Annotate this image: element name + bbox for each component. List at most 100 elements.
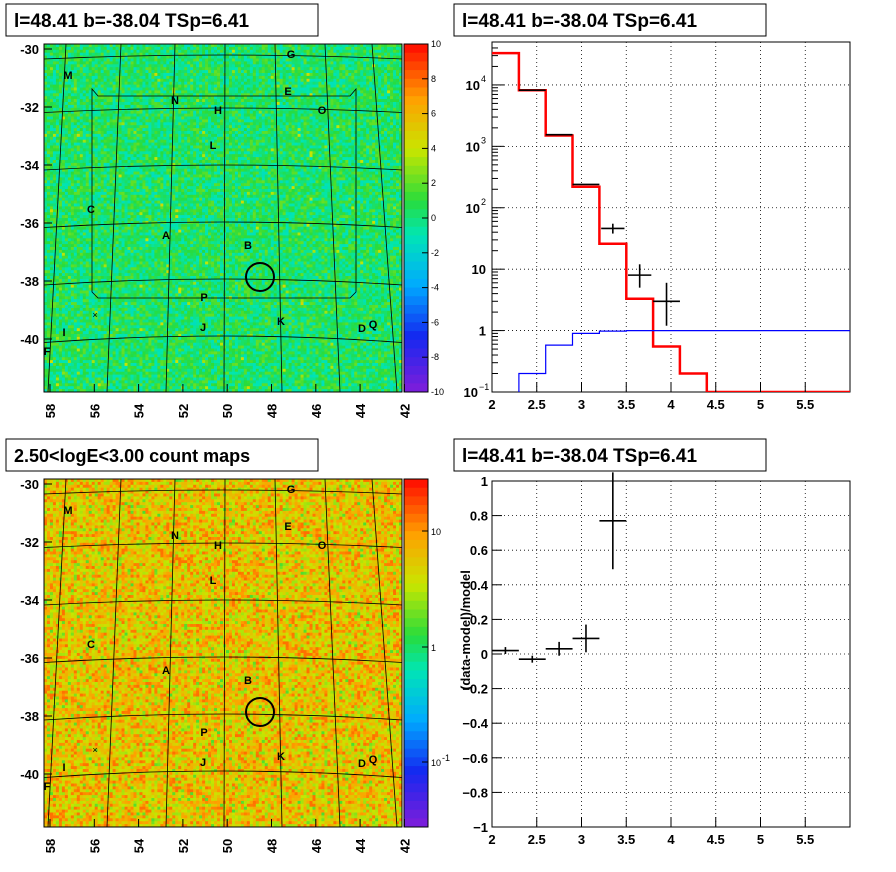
tl-cell [139,145,143,149]
tl-cell [100,93,105,97]
tl-cell [58,223,63,228]
tl-cell [82,189,87,193]
tl-cell [46,58,51,62]
tl-cell [136,310,140,315]
tl-cell [64,87,69,91]
tl-cell [82,215,87,219]
tl-cell [148,142,152,146]
tl-cell [118,247,122,251]
tl-cell [115,313,119,317]
tl-cell [79,157,84,161]
tl-cell [67,252,72,257]
tl-cell [148,368,152,373]
tl-cell [70,78,75,83]
tl-cell [115,189,119,193]
tl-cell [157,371,161,375]
tl-cell [49,342,54,346]
tl-cell [73,365,78,370]
tl-cell [103,261,108,265]
tl-cell [112,139,116,143]
tl-cell [151,93,155,97]
tl-cell [44,131,48,135]
tl-cell [148,58,152,62]
tl-cell [109,128,114,132]
tl-cell [58,377,63,381]
tl-cell [130,212,134,216]
tl-cell [79,197,84,201]
tl-cell [49,148,54,152]
tl-cell [139,113,143,117]
tl-cell [79,357,84,361]
tl-cell [70,247,75,251]
tl-cell [148,389,152,392]
tl-cell [106,267,111,271]
tl-cell [55,61,60,65]
tl-cell [79,139,84,143]
tl-cell [109,249,114,254]
tl-cell [124,368,128,373]
tl-cell [82,325,87,329]
tl-cell [166,189,170,193]
tl-cell [91,310,96,315]
tl-cell [139,131,143,135]
tl-cell [52,249,57,254]
tl-cell [127,145,131,149]
tl-cell [91,183,96,187]
tl-cell [91,119,96,123]
tl-cell [142,258,146,262]
tl-cell [154,331,158,335]
tl-cell [61,70,66,74]
tl-cell [103,293,108,297]
tl-cell [148,119,152,123]
tl-cell [136,104,140,109]
tl-cell [145,194,149,199]
tl-cell [91,58,96,62]
tl-cell [151,165,155,170]
tl-cell [109,325,114,329]
tl-cell [136,189,140,193]
tl-cell [166,139,170,143]
tl-cell [151,244,155,248]
tl-cell [142,264,146,268]
tl-cell [91,342,96,346]
tl-cell [151,113,155,117]
tl-cell [145,84,149,88]
tl-cell [73,99,78,103]
tl-cell [127,180,131,184]
tl-cell [130,302,134,306]
tl-cell [46,96,51,100]
tl-cell [73,189,78,193]
tl-cell [124,325,128,329]
tl-cell [106,255,111,259]
tl-cell [148,75,152,80]
tl-cell [106,223,111,228]
tl-cell [70,299,75,303]
tl-cell [112,189,116,193]
tl-cell [136,218,140,222]
tl-cell [91,339,96,344]
tl-cell [136,180,140,184]
tl-cell [44,200,48,204]
tl-cell [97,299,102,303]
tl-cell [106,145,111,149]
tl-cell [76,310,81,315]
tl-cell [76,160,81,164]
tl-cell [106,133,111,138]
tl-cell [64,200,69,204]
tl-cell [49,386,54,390]
tl-cell [46,78,51,83]
tl-cell [109,316,114,320]
tl-cell [76,162,81,167]
tl-cell [142,119,146,123]
tl-cell [44,226,48,230]
tl-cell [115,322,119,326]
tl-cell [44,290,48,294]
tl-cell [46,148,51,152]
tl-cell [121,305,125,309]
tl-cell [154,357,158,361]
tl-cell [112,90,116,94]
tl-cell [145,276,149,280]
tl-cell [55,267,60,271]
tl-cell [70,383,75,387]
tl-cell [151,334,155,338]
